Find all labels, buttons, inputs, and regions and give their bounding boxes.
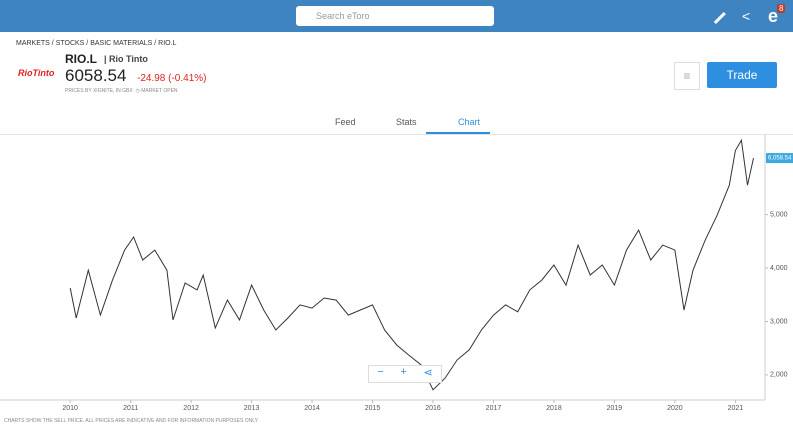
top-bar: Search eToro < e 8 xyxy=(0,0,793,32)
tab[interactable]: Feed xyxy=(335,117,356,127)
x-tick-label: 2016 xyxy=(425,405,441,412)
y-tick-label: 2,000 xyxy=(770,372,788,379)
notification-badge: 8 xyxy=(777,4,786,13)
disclaimer: CHARTS SHOW THE SELL PRICE. ALL PRICES A… xyxy=(4,418,258,424)
logo: RioTinto xyxy=(18,68,55,78)
trade-button[interactable]: Trade xyxy=(707,62,777,88)
y-tick-label: 4,000 xyxy=(770,265,788,272)
value-label-box xyxy=(766,153,793,164)
x-tick-label: 2019 xyxy=(607,405,623,412)
x-tick-label: 2018 xyxy=(546,405,562,412)
price: 6058.54 xyxy=(65,66,127,85)
tab[interactable]: Stats xyxy=(396,117,417,127)
company-name: | Rio Tinto xyxy=(104,54,148,64)
value-label: 6,058.54 xyxy=(768,156,792,162)
name: Rio Tinto xyxy=(109,54,148,64)
breadcrumb-item[interactable]: STOCKS xyxy=(55,40,85,47)
tab-active[interactable]: Chart xyxy=(426,110,490,134)
x-tick-label: 2015 xyxy=(365,405,381,412)
zoom-controls[interactable]: − + ⋖ xyxy=(368,365,442,383)
x-tick-label: 2013 xyxy=(244,405,260,412)
status: MARKET OPEN xyxy=(141,88,178,94)
search-placeholder: Search eToro xyxy=(316,11,370,21)
breadcrumb-item[interactable]: BASIC MATERIALS xyxy=(90,40,153,47)
y-tick-label: 3,000 xyxy=(770,318,788,325)
x-tick-label: 2020 xyxy=(667,405,683,412)
x-tick-label: 2021 xyxy=(728,405,744,412)
price-change: -24.98 (-0.41%) xyxy=(137,73,207,84)
x-tick-label: 2012 xyxy=(183,405,199,412)
x-tick-label: 2011 xyxy=(123,405,138,412)
x-tick-label: 2014 xyxy=(304,405,320,412)
y-tick-label: 5,000 xyxy=(770,211,788,218)
price-line xyxy=(69,138,754,391)
breadcrumb-item[interactable]: RIO.L xyxy=(158,40,177,47)
source: PRICES BY XIGNITE, IN GBX xyxy=(65,88,133,94)
x-tick-label: 2017 xyxy=(486,405,502,412)
symbol: RIO.L xyxy=(65,52,97,66)
etoro-icon[interactable]: e xyxy=(768,6,779,26)
tab-bar: Feed Stats Chart xyxy=(0,110,793,135)
breadcrumb-item[interactable]: MARKETS xyxy=(16,40,50,47)
price-source: PRICES BY XIGNITE, IN GBX ◷ MARKET OPEN xyxy=(65,88,178,94)
x-tick-label: 2010 xyxy=(62,405,78,412)
breadcrumb: MARKETS / STOCKS / BASIC MATERIALS / RIO… xyxy=(16,40,177,47)
watchlist-button[interactable]: ≡ xyxy=(674,62,700,90)
search-box[interactable]: Search eToro xyxy=(296,6,494,26)
tab-label: Chart xyxy=(458,117,481,127)
share-icon[interactable]: < xyxy=(742,8,751,24)
